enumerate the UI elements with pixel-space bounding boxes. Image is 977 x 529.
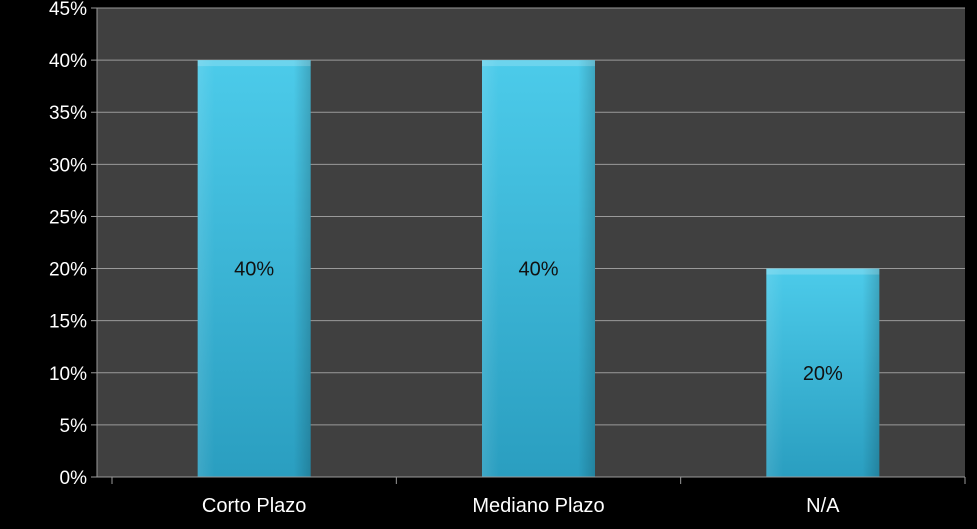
data-label: 40% <box>234 259 274 281</box>
bars <box>197 60 880 477</box>
axes <box>91 7 966 484</box>
x-category-label: Corto Plazo <box>202 495 307 517</box>
y-tick-label: 5% <box>60 416 88 437</box>
bar-shading <box>766 268 880 477</box>
data-label: 40% <box>518 259 558 281</box>
bar-bevel <box>482 60 595 67</box>
y-tick-label: 40% <box>49 51 87 72</box>
y-tick-label: 20% <box>49 260 87 281</box>
data-label: 20% <box>803 363 843 385</box>
y-tick-label: 45% <box>49 0 87 20</box>
y-tick-label: 0% <box>60 468 88 489</box>
bar-shading <box>482 60 595 477</box>
bar-bevel <box>197 60 311 67</box>
labels: 0% 5% 10% 15% 20% 25% 30% 35% 40% 45% 40% Corto Pla… <box>49 0 843 517</box>
y-tick-label: 35% <box>49 103 87 124</box>
y-tick-label: 15% <box>49 312 87 333</box>
y-tick-label: 30% <box>49 155 87 176</box>
y-tick-label: 25% <box>49 207 87 228</box>
bar-bevel <box>766 268 880 275</box>
x-category-label: N/A <box>806 495 840 517</box>
x-category-label: Mediano Plazo <box>472 495 604 517</box>
y-tick-label: 10% <box>49 364 87 385</box>
bar-shading <box>197 60 311 477</box>
